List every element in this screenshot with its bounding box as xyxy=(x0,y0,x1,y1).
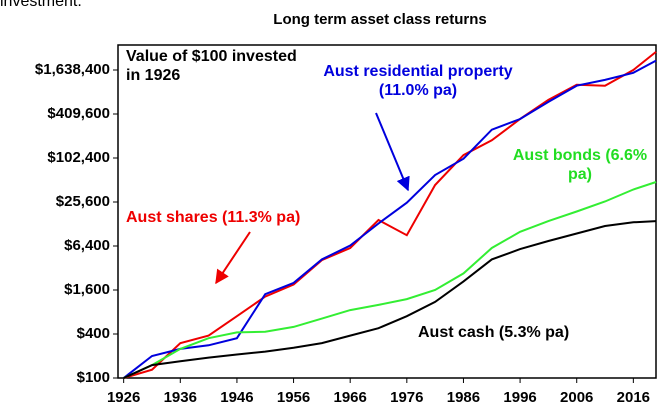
x-tick-label: 2006 xyxy=(560,389,593,406)
chart-title: Long term asset class returns xyxy=(273,11,486,28)
series-line xyxy=(123,51,657,379)
y-tick-label: $100 xyxy=(77,369,110,386)
x-tick-label: 1956 xyxy=(277,389,310,406)
legend-label: Aust bonds (6.6% pa) xyxy=(512,147,648,183)
x-tick-label: 1936 xyxy=(164,389,197,406)
series-line xyxy=(123,181,657,379)
x-tick-label: 2016 xyxy=(617,389,650,406)
x-tick-label: 1986 xyxy=(447,389,480,406)
y-tick-label: $409,600 xyxy=(47,105,110,122)
legend-label: Aust residential property (11.0% pa) xyxy=(323,63,513,99)
y-tick-label: $102,400 xyxy=(47,149,110,166)
legend-label: Aust cash (5.3% pa) xyxy=(418,324,570,341)
x-tick-label: 1926 xyxy=(107,389,140,406)
arrow xyxy=(215,231,251,285)
y-tick-label: $1,600 xyxy=(64,281,110,298)
legend-label: Aust shares (11.3% pa) xyxy=(126,209,301,226)
legend-label: Aust shares (11.3% pa) xyxy=(126,209,301,226)
page-text: investment. xyxy=(0,0,82,10)
y-tick-label: $1,638,400 xyxy=(35,61,110,78)
x-tick-label: 1996 xyxy=(503,389,536,406)
annotation: Value of $100 invested in 1926 xyxy=(126,48,297,84)
legend-label: Aust cash (5.3% pa) xyxy=(418,324,570,341)
series-line xyxy=(123,59,657,379)
legend-label: Aust bonds (6.6% pa) xyxy=(512,147,648,183)
annotation: Value of $100 invested in 1926 xyxy=(126,48,297,84)
x-tick-label: 1976 xyxy=(390,389,423,406)
y-tick-label: $25,600 xyxy=(56,193,110,210)
plot-frame xyxy=(117,44,657,379)
x-tick-label: 1946 xyxy=(220,389,253,406)
series-line xyxy=(123,220,657,379)
x-tick-label: 1966 xyxy=(334,389,367,406)
y-tick-label: $400 xyxy=(77,325,110,342)
arrow xyxy=(375,112,410,192)
y-tick-label: $6,400 xyxy=(64,237,110,254)
legend-label: Aust residential property (11.0% pa) xyxy=(323,63,513,99)
